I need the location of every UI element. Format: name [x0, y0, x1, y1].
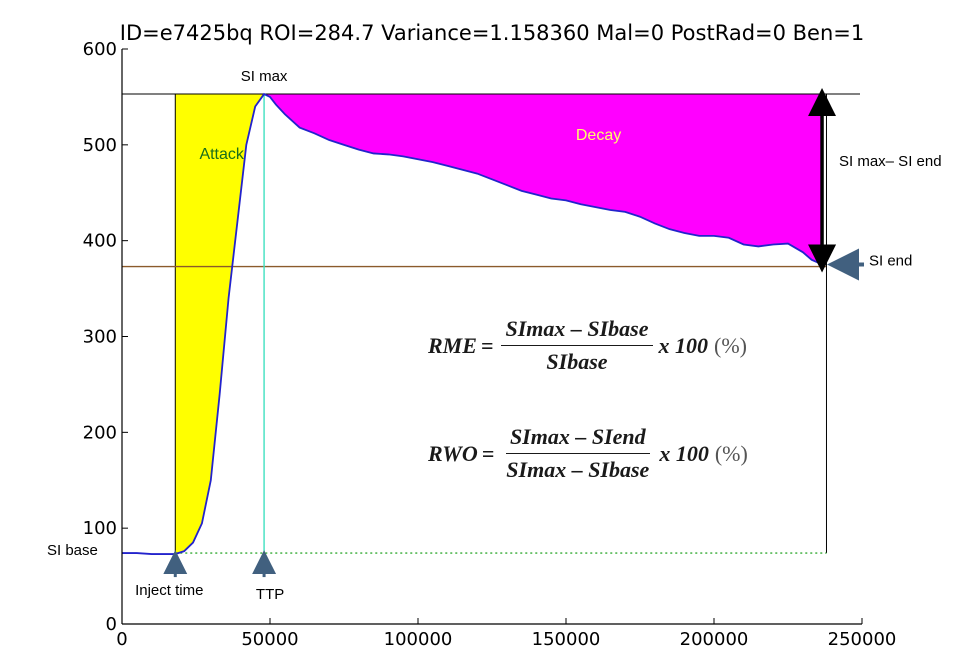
attack-region	[175, 94, 265, 555]
rwo-multiplier: x 100	[659, 440, 709, 466]
rme-numerator: SImax – SIbase	[501, 316, 653, 346]
x-tick-label: 100000	[384, 629, 453, 650]
si-base-label: SI base	[47, 542, 98, 559]
y-tick-label: 200	[83, 422, 117, 443]
x-tick-label: 0	[116, 629, 127, 650]
y-tick-label: 500	[83, 135, 117, 156]
chart-title: ID=e7425bq ROI=284.7 Variance=1.158360 M…	[120, 21, 865, 45]
si-range-label: SI max– SI end	[839, 153, 942, 170]
x-tick-label: 150000	[532, 629, 601, 650]
rwo-lhs: RWO	[428, 440, 478, 466]
rwo-fraction: SImax – SIend SImax – SIbase	[502, 424, 653, 483]
decay-region	[264, 94, 821, 264]
y-tick-label: 400	[83, 231, 117, 252]
rme-percent: (%)	[714, 332, 747, 358]
x-tick-label: 250000	[828, 629, 897, 650]
y-tick-label: 600	[83, 39, 117, 60]
si-max-label: SI max	[241, 68, 288, 85]
y-tick-label: 100	[83, 518, 117, 539]
ttp-label: TTP	[256, 586, 284, 603]
rwo-formula: RWO = SImax – SIend SImax – SIbase x 100…	[428, 424, 748, 483]
rwo-percent: (%)	[714, 440, 748, 466]
x-tick-label: 50000	[241, 629, 298, 650]
rme-formula: RME = SImax – SIbase SIbase x 100 (%)	[428, 316, 747, 375]
rwo-denominator: SImax – SIbase	[506, 457, 650, 482]
rme-fraction: SImax – SIbase SIbase	[501, 316, 653, 375]
rme-equals: =	[480, 332, 494, 358]
rwo-numerator: SImax – SIend	[505, 424, 650, 454]
x-tick-label: 200000	[680, 629, 749, 650]
y-tick-label: 0	[106, 614, 117, 635]
signal-intensity-curve	[122, 92, 821, 555]
si-end-label: SI end	[869, 253, 912, 270]
inject-time-label: Inject time	[135, 582, 203, 599]
decay-label: Decay	[576, 127, 621, 144]
y-tick-label: 300	[83, 327, 117, 348]
rwo-equals: =	[481, 440, 495, 466]
rme-lhs: RME	[428, 332, 477, 358]
rme-multiplier: x 100	[658, 332, 709, 358]
rme-denominator: SIbase	[546, 349, 608, 374]
attack-label: Attack	[199, 146, 244, 163]
